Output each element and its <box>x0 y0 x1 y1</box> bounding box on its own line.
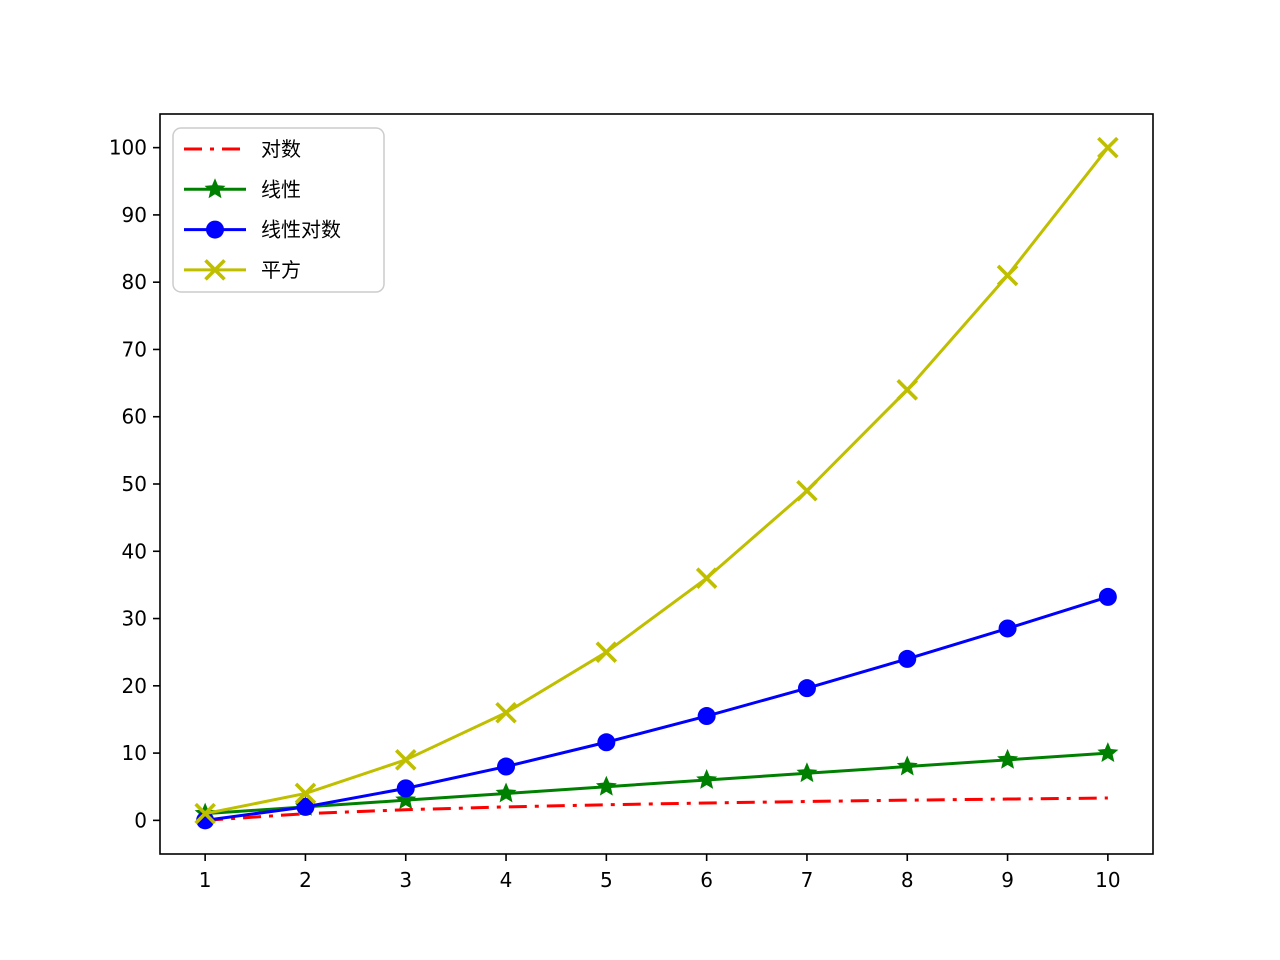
legend-label: 平方 <box>261 258 301 282</box>
y-tick-label: 70 <box>122 337 147 361</box>
legend-star-marker-icon <box>204 178 226 199</box>
legend-item: 平方 <box>184 258 301 282</box>
series-线性对数 <box>196 587 1117 830</box>
x-tick-label: 6 <box>700 868 713 892</box>
legend-label: 线性对数 <box>261 218 341 242</box>
x-marker-icon <box>194 802 216 825</box>
series-markers-线性对数 <box>196 587 1117 830</box>
x-marker-icon <box>796 479 818 502</box>
legend-item: 线性对数 <box>184 218 341 242</box>
legend-x-marker-icon <box>204 259 226 281</box>
star-marker-icon <box>1097 742 1119 762</box>
circle-marker-icon <box>597 733 616 752</box>
y-tick-label: 20 <box>122 674 147 698</box>
y-tick-label: 60 <box>122 405 147 429</box>
x-marker-icon <box>896 379 919 401</box>
circle-marker-icon <box>697 707 716 726</box>
circle-marker-icon <box>497 757 516 776</box>
x-tick-label: 10 <box>1095 868 1120 892</box>
y-tick-label: 40 <box>122 539 147 563</box>
x-tick-label: 8 <box>901 868 914 892</box>
circle-marker-icon <box>898 649 917 668</box>
y-tick-label: 0 <box>134 808 147 832</box>
star-marker-icon <box>395 789 417 810</box>
y-tick-label: 30 <box>122 607 147 631</box>
series-平方 <box>194 136 1119 825</box>
x-tick-label: 7 <box>801 868 814 892</box>
x-marker-icon <box>996 264 1019 287</box>
y-tick-label: 100 <box>109 136 147 160</box>
circle-marker-icon <box>296 797 315 816</box>
y-axis: 0 10 20 30 40 50 60 70 80 90 100 <box>109 136 160 832</box>
legend-circle-marker-icon <box>206 220 224 239</box>
x-tick-label: 4 <box>500 868 513 892</box>
legend-item: 对数 <box>184 137 301 161</box>
legend-box <box>172 127 385 293</box>
y-tick-label: 90 <box>122 203 147 227</box>
star-marker-icon <box>896 755 918 776</box>
star-marker-icon <box>595 775 617 796</box>
y-tick-label: 80 <box>122 270 147 294</box>
x-tick-label: 9 <box>1001 868 1014 892</box>
star-marker-icon <box>997 748 1019 769</box>
star-marker-icon <box>696 769 718 789</box>
x-marker-icon <box>294 782 317 805</box>
circle-marker-icon <box>998 619 1017 638</box>
x-tick-label: 3 <box>399 868 412 892</box>
legend-label: 线性 <box>261 177 301 201</box>
x-marker-icon <box>695 567 718 589</box>
x-axis: 1 2 3 4 5 6 7 8 9 10 <box>199 854 1121 892</box>
series-线性 <box>194 742 1119 823</box>
series-line-线性对数 <box>204 595 1109 822</box>
x-tick-label: 2 <box>299 868 312 892</box>
legend-label: 对数 <box>261 137 301 161</box>
series-line-线性 <box>205 751 1108 816</box>
x-marker-icon <box>495 701 517 724</box>
x-tick-label: 5 <box>600 868 613 892</box>
x-marker-icon <box>595 641 618 663</box>
y-tick-label: 10 <box>122 741 147 765</box>
series-line-平方 <box>204 146 1110 816</box>
x-marker-icon <box>1097 136 1119 159</box>
circle-marker-icon <box>1098 587 1117 606</box>
legend-item: 线性 <box>184 177 301 201</box>
y-tick-label: 50 <box>122 472 147 496</box>
x-tick-label: 1 <box>199 868 212 892</box>
star-marker-icon <box>495 782 517 803</box>
star-marker-icon <box>796 762 818 783</box>
circle-marker-icon <box>396 779 415 798</box>
x-marker-icon <box>394 749 417 771</box>
circle-marker-icon <box>797 679 816 698</box>
series-markers-平方 <box>194 136 1119 825</box>
